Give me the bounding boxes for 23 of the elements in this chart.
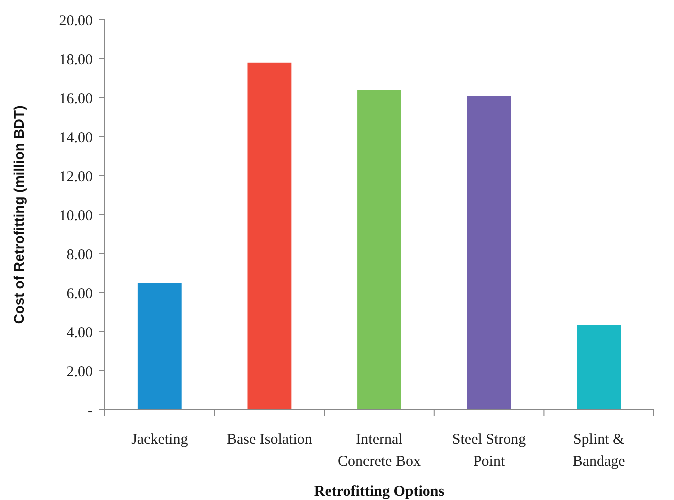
y-tick-label: 8.00 bbox=[66, 247, 93, 264]
y-tick-label: - bbox=[88, 403, 93, 420]
bar bbox=[138, 283, 182, 410]
y-tick-label: 20.00 bbox=[59, 13, 93, 30]
y-tick-label: 14.00 bbox=[59, 130, 93, 146]
x-tick-label: Jacketing bbox=[132, 432, 189, 448]
bar bbox=[577, 325, 622, 410]
y-axis-title: Cost of Retrofitting (million BDT) bbox=[11, 106, 27, 324]
x-tick-label: Steel Strong Point bbox=[452, 432, 527, 470]
y-tick-label: 6.00 bbox=[66, 286, 93, 302]
x-tick-label: Internal Concrete Box bbox=[338, 432, 422, 470]
y-tick-label: 4.00 bbox=[66, 325, 93, 342]
y-tick-label: 18.00 bbox=[59, 52, 93, 68]
y-tick-label: 12.00 bbox=[59, 169, 93, 186]
y-tick-label: 10.00 bbox=[59, 208, 93, 224]
y-tick-label: 2.00 bbox=[66, 364, 93, 380]
x-axis-title: Retrofitting Options bbox=[314, 484, 445, 500]
bar bbox=[467, 96, 512, 410]
bar bbox=[248, 62, 292, 410]
x-tick-label: Base Isolation bbox=[226, 432, 313, 448]
bar bbox=[358, 90, 402, 410]
y-tick-label: 16.00 bbox=[59, 91, 93, 108]
x-tick-label: Splint & Bandage bbox=[572, 432, 626, 470]
